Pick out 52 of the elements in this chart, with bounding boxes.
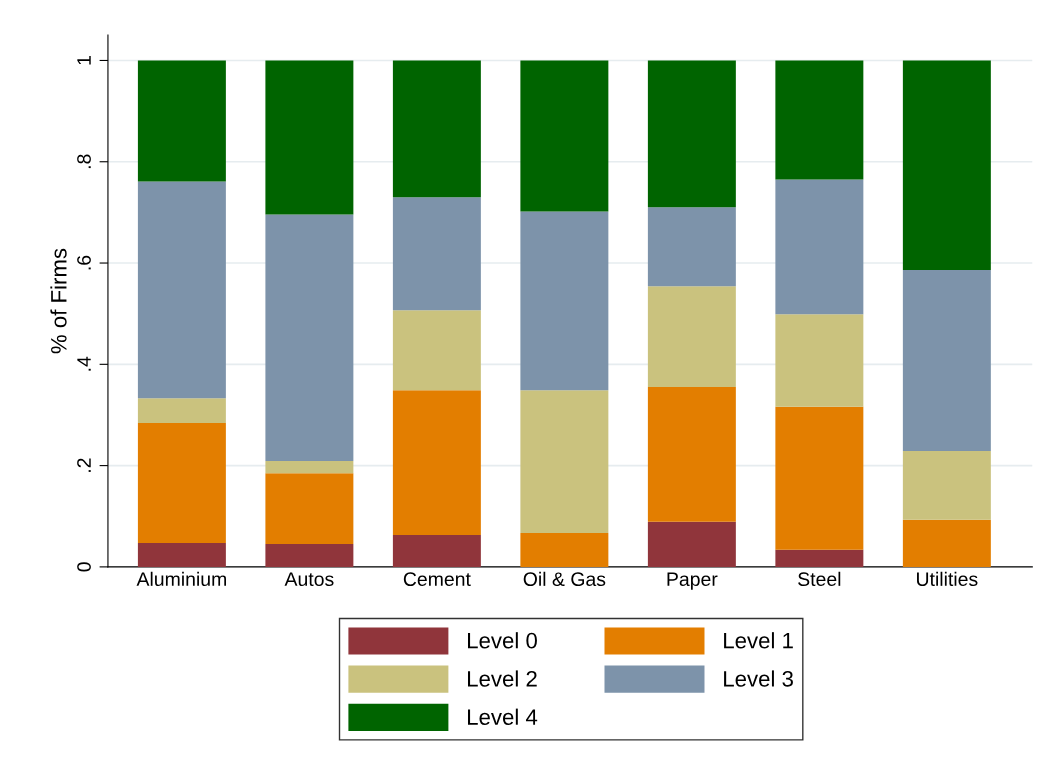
bar	[392, 390, 481, 535]
bar	[775, 179, 864, 315]
bar	[902, 519, 991, 567]
legend-label: Level 0	[468, 632, 537, 649]
bar	[647, 521, 736, 567]
y-tick-label: 1	[77, 56, 91, 65]
bar	[902, 270, 991, 451]
y-tick-label: .8	[77, 154, 91, 169]
legend-label: Level 2	[468, 670, 537, 687]
bar	[647, 207, 736, 287]
legend-label: Level 4	[468, 708, 538, 725]
bar	[775, 60, 864, 180]
bar	[647, 286, 736, 388]
bar	[775, 406, 864, 550]
x-tick-label: Steel	[798, 571, 841, 587]
bar	[265, 544, 354, 567]
bar	[520, 390, 609, 533]
bar	[647, 387, 736, 522]
bar	[520, 60, 609, 212]
y-axis-title: % of Firms	[50, 248, 67, 354]
bar	[520, 211, 609, 391]
bar	[265, 60, 354, 215]
bar	[265, 214, 354, 462]
y-tick-label: .2	[77, 458, 91, 472]
bar	[392, 534, 481, 567]
bar	[902, 450, 991, 520]
y-tick-label: .6	[77, 255, 91, 270]
bar	[520, 532, 609, 567]
bar	[647, 60, 736, 208]
bar	[392, 310, 481, 391]
bar	[392, 60, 481, 198]
x-tick-label: Autos	[284, 572, 334, 587]
x-tick-label: Aluminium	[136, 571, 226, 587]
x-tick-label: Oil & Gas	[523, 571, 606, 587]
bar	[137, 543, 226, 567]
bar	[265, 461, 354, 474]
bar	[137, 398, 226, 424]
y-tick-label: .4	[77, 356, 91, 371]
bar	[392, 197, 481, 311]
bar	[137, 423, 226, 544]
bar	[265, 473, 354, 545]
bar	[137, 181, 226, 399]
legend-label: Level 3	[724, 670, 793, 687]
legend-label: Level 1	[724, 632, 793, 649]
y-tick-label: 0	[77, 562, 91, 572]
bar	[137, 60, 226, 182]
bar	[775, 549, 864, 567]
bar	[775, 314, 864, 407]
x-tick-label: Utilities	[917, 571, 978, 587]
x-tick-label: Paper	[667, 572, 718, 590]
bar	[902, 60, 991, 271]
x-tick-label: Cement	[403, 572, 471, 587]
